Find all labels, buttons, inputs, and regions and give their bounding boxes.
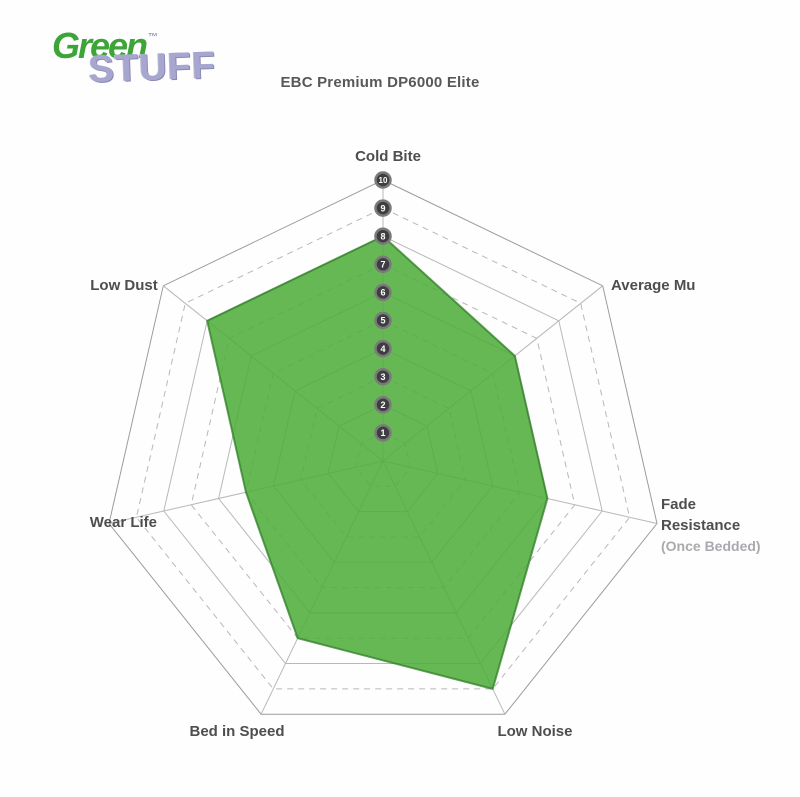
axis-label-fade-resistance: Fade Resistance (Once Bedded)	[661, 494, 761, 556]
axis-label-bed-in-speed: Bed in Speed	[189, 723, 285, 740]
grid-ring-10	[108, 179, 658, 715]
scale-badge-label-7: 7	[380, 260, 385, 270]
scale-badge-2	[374, 396, 392, 414]
axis-label-low-dust: Low Dust	[90, 277, 158, 294]
scale-badge-6	[374, 283, 392, 302]
scale-badge-4	[374, 339, 392, 358]
logo-green-text: Green	[52, 25, 148, 66]
scale-badge-1	[374, 424, 392, 442]
scale-badge-label-3: 3	[380, 372, 385, 382]
axis-label-wear-life: Wear Life	[89, 514, 157, 531]
scale-badge-label-10: 10	[379, 176, 388, 185]
scale-badge-7	[374, 255, 392, 274]
scale-badge-9	[374, 199, 392, 217]
scale-badge-10	[374, 171, 392, 189]
axis-sublabel-once-bedded: (Once Bedded)	[661, 538, 761, 554]
grid-ring-8	[163, 235, 603, 664]
scale-badge-label-2: 2	[380, 400, 385, 410]
axis-label-average-mu: Average Mu	[611, 277, 696, 294]
scale-badge-8	[374, 227, 392, 245]
axis-label-low-noise: Low Noise	[497, 723, 573, 740]
chart-title: EBC Premium DP6000 Elite	[280, 74, 480, 91]
logo-top-line: Green ™	[52, 28, 242, 64]
scale-badge-3	[374, 367, 392, 386]
scale-badge-label-4: 4	[380, 344, 385, 354]
scale-badge-label-5: 5	[380, 316, 385, 326]
scale-badge-5	[374, 311, 392, 330]
axis-label-fade-resistance-text: Fade Resistance	[661, 496, 741, 534]
logo-trademark: ™	[148, 32, 159, 43]
logo-stuff-text: STUFF	[87, 44, 217, 91]
scale-badge-label-8: 8	[380, 231, 385, 241]
greenstuff-logo: Green ™ STUFF	[52, 28, 242, 91]
grid-ring-9	[135, 207, 631, 690]
scale-badge-label-6: 6	[380, 288, 385, 298]
scale-badge-label-1: 1	[380, 428, 385, 438]
axis-label-cold-bite: Cold Bite	[355, 148, 421, 165]
data-polygon	[206, 235, 549, 690]
scale-badge-label-9: 9	[380, 203, 385, 213]
